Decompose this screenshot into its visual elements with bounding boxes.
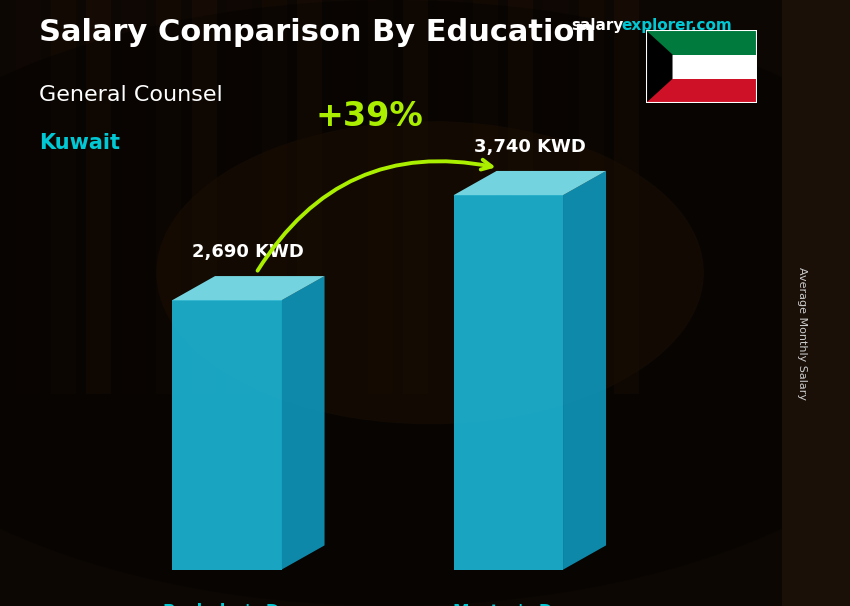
Polygon shape [172,276,325,301]
Bar [298,0,322,394]
Bar [508,0,533,394]
Ellipse shape [156,121,704,424]
Bar [332,0,357,394]
Bar [15,0,41,394]
Text: +39%: +39% [315,100,423,133]
Bar [86,0,111,394]
Text: Kuwait: Kuwait [39,133,120,153]
Bar [191,0,217,394]
Bar [51,0,76,394]
Text: Bachelor's Degree: Bachelor's Degree [163,603,334,606]
Polygon shape [281,276,325,570]
Polygon shape [646,55,756,79]
Bar [262,0,287,394]
Polygon shape [454,195,563,570]
Bar [227,0,252,394]
Bar [543,0,569,394]
Polygon shape [172,301,281,570]
Text: General Counsel: General Counsel [39,85,223,105]
Bar [122,0,146,394]
Bar [403,0,428,394]
Text: 2,690 KWD: 2,690 KWD [192,243,304,261]
Text: 3,740 KWD: 3,740 KWD [473,138,586,156]
Text: salary: salary [571,18,623,33]
Text: Salary Comparison By Education: Salary Comparison By Education [39,18,596,47]
Polygon shape [646,30,672,103]
FancyBboxPatch shape [0,0,782,606]
Polygon shape [646,30,756,55]
Text: explorer.com: explorer.com [621,18,733,33]
Bar [579,0,604,394]
Polygon shape [646,79,756,103]
Bar [473,0,498,394]
Text: Average Monthly Salary: Average Monthly Salary [797,267,808,400]
Bar [156,0,181,394]
Text: Master's Degree: Master's Degree [453,603,607,606]
Polygon shape [563,171,606,570]
Polygon shape [454,171,606,195]
Bar [614,0,639,394]
Bar [438,0,463,394]
Bar [367,0,393,394]
